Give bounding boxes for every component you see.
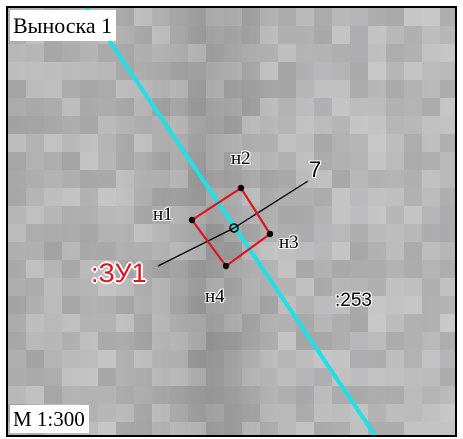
vertex-label-n4: н4 (205, 286, 225, 307)
leader-line-parcel (157, 227, 235, 267)
aerial-texture (8, 8, 455, 435)
boundary-line (84, 8, 378, 435)
parcel-label: :ЗУ1 (91, 258, 147, 288)
survey-point-circle-icon (229, 223, 239, 233)
map-frame: Выноска 1 н2 н1 н3 н4 7 :253 :ЗУ1 М 1:30… (6, 6, 457, 437)
vertex-point-icon (222, 262, 230, 270)
point-number-label: 7 (309, 157, 322, 182)
vertex-label-n2: н2 (231, 148, 251, 169)
vertex-point-icon (266, 230, 274, 238)
vertex-label-n1: н1 (153, 204, 173, 225)
vertex-label-n3: н3 (279, 232, 299, 253)
vertex-point-icon (237, 184, 245, 192)
map-canvas (8, 8, 455, 435)
neighbor-parcel-label: :253 (335, 290, 372, 311)
map-scale: М 1:300 (10, 405, 89, 433)
vertex-point-icon (188, 216, 196, 224)
callout-title: Выноска 1 (10, 10, 117, 41)
leader-line-point (233, 180, 309, 229)
